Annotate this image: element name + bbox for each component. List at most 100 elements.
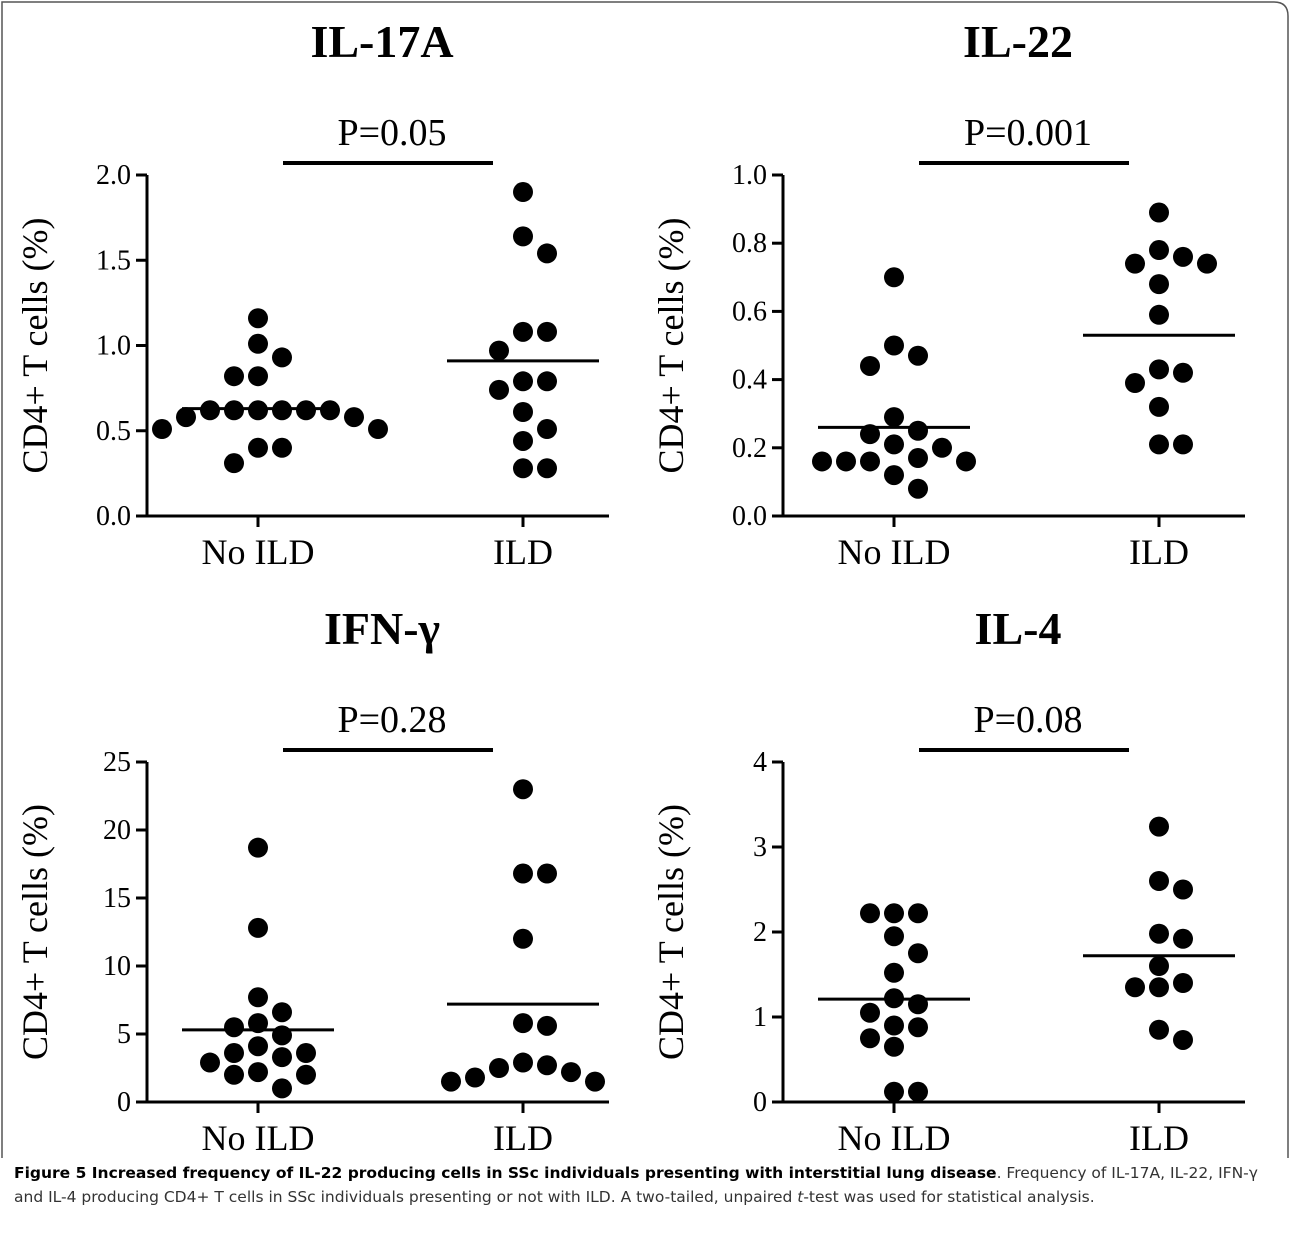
data-point — [272, 1047, 292, 1068]
data-point — [932, 437, 952, 458]
y-tick-label: 4 — [753, 747, 767, 778]
data-point — [908, 1081, 928, 1102]
data-point — [884, 335, 904, 356]
frame — [1, 1, 1289, 1158]
x-tick-label: No ILD — [202, 532, 315, 572]
x-tick-label: ILD — [1129, 532, 1189, 572]
y-tick-label: 0.0 — [732, 501, 767, 532]
panel-title: IL-4 — [975, 603, 1062, 654]
y-tick-label: 25 — [103, 747, 131, 778]
data-point — [1149, 871, 1169, 891]
data-point — [296, 1064, 316, 1085]
data-point — [224, 453, 244, 474]
y-tick-label: 0.8 — [732, 228, 767, 259]
data-point — [248, 1013, 268, 1034]
data-point — [344, 407, 364, 428]
data-point — [1173, 1029, 1193, 1050]
data-point — [513, 779, 533, 800]
data-point — [1125, 977, 1145, 998]
data-point — [537, 458, 557, 479]
data-point — [272, 1025, 292, 1046]
data-point — [248, 437, 268, 458]
x-tick-label: ILD — [1129, 1118, 1189, 1158]
data-point — [1173, 928, 1193, 949]
data-point — [908, 1017, 928, 1038]
data-point — [1149, 434, 1169, 455]
y-tick-label: 0.4 — [732, 365, 767, 396]
data-point — [489, 1058, 509, 1078]
data-point — [152, 419, 172, 440]
x-tick-label: No ILD — [838, 532, 951, 572]
y-axis-label: CD4+ T cells (%) — [651, 218, 691, 474]
data-point — [489, 340, 509, 361]
data-point — [176, 407, 196, 428]
panel-title: IL-17A — [310, 16, 453, 67]
data-point — [860, 424, 880, 445]
data-point — [908, 478, 928, 499]
data-point — [272, 400, 292, 421]
data-point — [513, 430, 533, 451]
data-point — [561, 1062, 581, 1083]
data-point — [272, 1002, 292, 1023]
data-point — [1149, 304, 1169, 325]
caption-text-end: -test was used for statistical analysis. — [803, 1188, 1095, 1206]
data-point — [908, 903, 928, 924]
data-point — [908, 994, 928, 1015]
data-point — [884, 962, 904, 983]
y-tick-label: 0 — [753, 1087, 767, 1118]
p-value: P=0.08 — [973, 699, 1082, 741]
data-point — [296, 400, 316, 421]
data-point — [465, 1067, 485, 1088]
data-point — [884, 465, 904, 486]
data-point — [1125, 373, 1145, 394]
data-point — [585, 1071, 605, 1092]
caption-title: Figure 5 Increased frequency of IL-22 pr… — [14, 1164, 997, 1182]
data-point — [272, 437, 292, 458]
y-tick-label: 10 — [103, 951, 131, 982]
data-point — [513, 458, 533, 479]
data-point — [1173, 246, 1193, 267]
data-point — [956, 451, 976, 472]
data-point — [537, 419, 557, 440]
p-value: P=0.001 — [964, 112, 1092, 154]
data-point — [513, 863, 533, 884]
data-point — [248, 1062, 268, 1083]
data-point — [1173, 434, 1193, 455]
data-point — [248, 308, 268, 329]
y-tick-label: 0.6 — [732, 296, 767, 327]
data-point — [224, 366, 244, 387]
caption: Figure 5 Increased frequency of IL-22 pr… — [14, 1161, 1276, 1209]
data-point — [884, 1081, 904, 1102]
data-point — [1173, 879, 1193, 900]
data-point — [908, 345, 928, 366]
data-point — [1149, 816, 1169, 837]
data-point — [1125, 253, 1145, 274]
data-point — [860, 1028, 880, 1049]
p-value: P=0.28 — [337, 699, 446, 741]
data-point — [272, 347, 292, 368]
data-point — [513, 1052, 533, 1073]
data-point — [1149, 923, 1169, 944]
data-point — [513, 401, 533, 422]
p-value: P=0.05 — [337, 112, 446, 154]
data-point — [1149, 977, 1169, 998]
data-point — [1173, 362, 1193, 383]
data-point — [860, 1002, 880, 1023]
data-point — [224, 1017, 244, 1038]
panel-title: IL-22 — [963, 16, 1073, 67]
data-point — [200, 1052, 220, 1073]
y-tick-label: 0.0 — [96, 501, 131, 532]
data-point — [200, 400, 220, 421]
y-tick-label: 5 — [117, 1019, 131, 1050]
caption-text: . Frequency of IL-17A, IL-22, IFN-γ and … — [14, 1164, 1258, 1206]
y-axis-label: CD4+ T cells (%) — [15, 218, 55, 474]
data-point — [1149, 240, 1169, 261]
data-point — [272, 1078, 292, 1099]
data-point — [836, 451, 856, 472]
data-point — [1149, 359, 1169, 380]
data-point — [248, 366, 268, 387]
data-point — [1149, 1019, 1169, 1040]
data-point — [368, 419, 388, 440]
y-tick-label: 3 — [753, 832, 767, 863]
y-axis-label: CD4+ T cells (%) — [651, 804, 691, 1060]
